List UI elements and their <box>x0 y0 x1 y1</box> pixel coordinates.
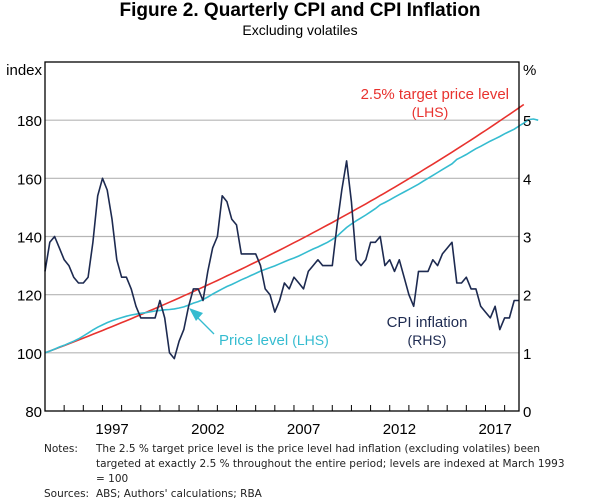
chart: 1997 2002 2007 2012 2017 8010012014016018001… <box>6 61 539 438</box>
cpi-inflation-series-label: CPI inflation <box>387 314 468 331</box>
price-level-label-axis: (LHS) <box>292 332 329 348</box>
price-level-arrow-head <box>189 308 203 321</box>
chart-notes: Notes: The 2.5 % target price level is t… <box>44 442 576 502</box>
right-tick-label: 1 <box>523 346 531 363</box>
x-tick-label: 2012 <box>383 421 416 438</box>
notes-text: The 2.5 % target price level is the pric… <box>96 443 565 485</box>
price-level-series-label: Price level (LHS) <box>219 332 329 349</box>
cpi-inflation-axis-label: (RHS) <box>408 332 447 348</box>
notes-label: Notes: <box>44 443 78 455</box>
right-tick-label: 2 <box>523 288 531 305</box>
cpi-inflation-line <box>44 160 519 360</box>
left-tick-label: 140 <box>17 230 42 247</box>
chart-title: Figure 2. Quarterly CPI and CPI Inflatio… <box>119 0 481 21</box>
right-tick-label: 0 <box>523 404 531 421</box>
sources-row: Sources: ABS; Authors' calculations; RBA <box>44 487 576 502</box>
x-axis-ticks: 1997 2002 2007 2012 2017 <box>63 405 512 438</box>
series-layer <box>44 103 539 360</box>
right-tick-label: 3 <box>523 230 531 247</box>
left-tick-label: 120 <box>17 288 42 305</box>
x-tick-label: 2002 <box>191 421 224 438</box>
gridlines <box>45 119 519 354</box>
x-tick-label: 2007 <box>287 421 320 438</box>
left-tick-label: 100 <box>17 346 42 363</box>
right-tick-label: 5 <box>523 113 531 130</box>
price-level-label-text: Price level <box>219 332 288 349</box>
target-series-label: 2.5% target price level <box>361 86 509 103</box>
left-axis-label: index <box>6 62 42 79</box>
chart-subtitle: Excluding volatiles <box>242 22 358 38</box>
right-axis-label: % <box>523 62 536 79</box>
left-tick-label: 160 <box>17 171 42 188</box>
price-level-line <box>44 118 539 354</box>
x-tick-label: 1997 <box>95 421 128 438</box>
y-axis-labels: 80 100 120 140 160 180 0 1 2 3 4 5 <box>17 113 531 421</box>
target-price-level-line <box>44 103 525 354</box>
target-series-axis-label: (LHS) <box>412 104 449 120</box>
sources-label: Sources: <box>44 488 90 500</box>
left-tick-label: 80 <box>25 404 42 421</box>
notes-row: Notes: The 2.5 % target price level is t… <box>44 442 576 487</box>
left-tick-label: 180 <box>17 113 42 130</box>
plot-frame <box>44 61 520 412</box>
right-tick-label: 4 <box>523 171 531 188</box>
sources-text: ABS; Authors' calculations; RBA <box>96 488 262 500</box>
x-tick-label: 2017 <box>478 421 511 438</box>
